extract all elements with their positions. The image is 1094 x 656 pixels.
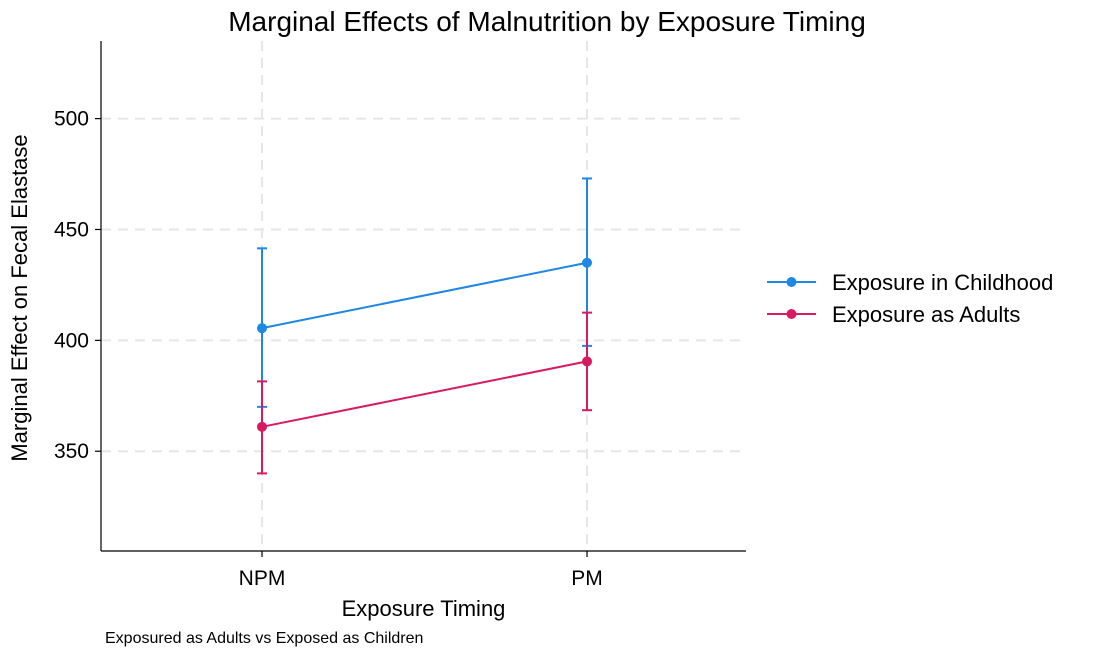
data-point xyxy=(257,323,267,334)
series-line xyxy=(261,261,588,330)
legend-label: Exposure in Childhood xyxy=(832,270,1053,295)
x-axis-label: Exposure Timing xyxy=(342,596,506,621)
data-point xyxy=(257,421,267,432)
data-point xyxy=(582,257,592,268)
plot-series xyxy=(257,177,592,475)
legend-swatch-marker xyxy=(786,277,797,287)
x-tick-label: PM xyxy=(571,567,603,590)
y-tick-label: 400 xyxy=(54,329,89,352)
series-childhood xyxy=(257,177,592,408)
x-axis-ticks: NPM PM xyxy=(239,551,603,590)
y-axis-label: Marginal Effect on Fecal Elastase xyxy=(7,134,32,461)
chart-note: Exposured as Adults vs Exposed as Childr… xyxy=(105,630,423,647)
legend-label: Exposure as Adults xyxy=(832,302,1020,327)
y-axis-ticks: 350 400 450 500 xyxy=(54,108,101,463)
x-tick-label: NPM xyxy=(239,567,286,590)
legend-item: Exposure as Adults xyxy=(767,302,1020,327)
y-tick-label: 450 xyxy=(54,218,89,241)
data-point xyxy=(582,356,592,367)
y-tick-label: 500 xyxy=(54,108,89,131)
legend: Exposure in Childhood Exposure as Adults xyxy=(767,270,1053,327)
series-line xyxy=(261,360,588,428)
legend-swatch-marker xyxy=(786,309,797,319)
chart-title: Marginal Effects of Malnutrition by Expo… xyxy=(228,6,866,37)
series-adults xyxy=(257,311,592,475)
y-tick-label: 350 xyxy=(54,440,89,463)
legend-item: Exposure in Childhood xyxy=(767,270,1053,295)
